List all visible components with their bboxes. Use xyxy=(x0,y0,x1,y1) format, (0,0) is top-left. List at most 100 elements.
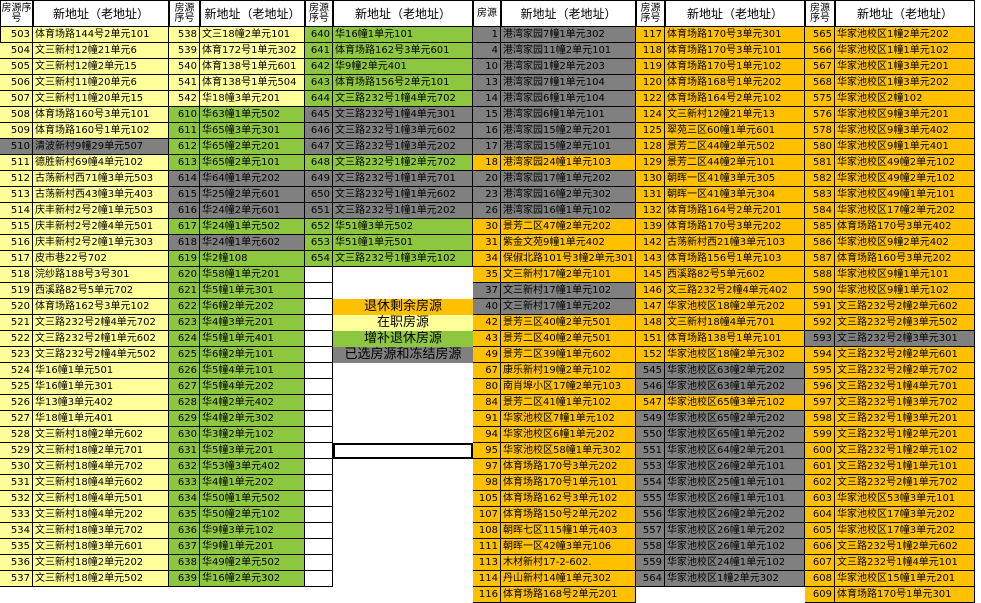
address-cell[interactable]: 体育场路170号3单元202 xyxy=(501,459,636,475)
room-number-cell[interactable]: 608 xyxy=(805,571,835,587)
address-cell[interactable]: 华家池校区1幢2单元302 xyxy=(665,571,805,587)
room-number-cell[interactable]: 559 xyxy=(636,555,665,571)
address-cell[interactable]: 体育场路162号3单元102 xyxy=(33,299,169,315)
address-cell[interactable]: 文三路232号1幢1单元202 xyxy=(333,203,473,219)
room-number-cell[interactable]: 531 xyxy=(0,475,33,491)
room-number-cell[interactable]: 148 xyxy=(636,315,665,331)
room-number-cell[interactable]: 118 xyxy=(636,43,665,59)
address-cell[interactable]: 文三新村18幢3单元702 xyxy=(33,523,169,539)
address-cell[interactable]: 华家池校区18幢2单元302 xyxy=(665,347,805,363)
address-cell[interactable]: 华3幢2单元102 xyxy=(200,427,305,443)
address-cell[interactable]: 文三路232号2幢2单元602 xyxy=(835,299,975,315)
address-cell[interactable]: 西溪路82号5单元602 xyxy=(665,267,805,283)
address-cell[interactable]: 华5幢4单元202 xyxy=(200,379,305,395)
room-number-cell[interactable]: 626 xyxy=(169,363,200,379)
room-number-cell[interactable]: 139 xyxy=(636,219,665,235)
room-number-cell[interactable]: 119 xyxy=(636,59,665,75)
room-number-cell[interactable]: 639 xyxy=(169,571,200,587)
room-number-cell[interactable]: 535 xyxy=(0,539,33,555)
empty-cell[interactable] xyxy=(305,331,333,347)
room-number-cell[interactable]: 146 xyxy=(636,283,665,299)
address-cell[interactable]: 朝晖一区41幢3单元305 xyxy=(665,171,805,187)
address-cell[interactable]: 文三路232号2幢1单元702 xyxy=(835,475,975,491)
address-cell[interactable]: 景芳二区44幢2单元101 xyxy=(665,155,805,171)
room-number-cell[interactable]: 26 xyxy=(473,203,501,219)
address-cell[interactable]: 体育场路160号3单元101 xyxy=(33,107,169,123)
address-cell[interactable]: 华家池校区26幢1单元202 xyxy=(665,523,805,539)
room-number-cell[interactable]: 578 xyxy=(805,123,835,139)
address-cell[interactable]: 体育172号1单元302 xyxy=(200,43,305,59)
room-number-cell[interactable]: 622 xyxy=(169,299,200,315)
address-cell[interactable]: 文三路232号2幢3单元301 xyxy=(835,331,975,347)
address-cell[interactable]: 文三新村18幢3单元601 xyxy=(33,539,169,555)
address-cell[interactable]: 清波新村9幢29单元507 xyxy=(33,139,169,155)
room-number-cell[interactable]: 646 xyxy=(305,123,333,139)
address-cell[interactable]: 华家池校区17幢3单元202 xyxy=(835,523,975,539)
address-cell[interactable]: 文三新村17幢1单元202 xyxy=(501,299,636,315)
room-number-cell[interactable]: 619 xyxy=(169,251,200,267)
empty-cell[interactable] xyxy=(305,443,333,459)
room-number-cell[interactable]: 631 xyxy=(169,443,200,459)
room-number-cell[interactable]: 637 xyxy=(169,539,200,555)
address-cell[interactable]: 文三新村18幢4单元702 xyxy=(33,459,169,475)
room-number-cell[interactable]: 567 xyxy=(805,59,835,75)
room-number-cell[interactable]: 568 xyxy=(805,75,835,91)
address-cell[interactable]: 体育场路170号1单元102 xyxy=(665,59,805,75)
address-cell[interactable]: 德胜新村69幢4单元102 xyxy=(33,155,169,171)
address-cell[interactable]: 华49幢2单元502 xyxy=(200,555,305,571)
room-number-cell[interactable]: 651 xyxy=(305,203,333,219)
address-cell[interactable]: 体育场路160号3单元202 xyxy=(835,251,975,267)
address-cell[interactable]: 文三路232号1幢4单元301 xyxy=(333,107,473,123)
address-cell[interactable]: 木材新村17-2-602. xyxy=(501,555,636,571)
room-number-cell[interactable]: 627 xyxy=(169,379,200,395)
address-cell[interactable]: 体育场路168号2单元201 xyxy=(501,587,636,603)
address-cell[interactable]: 华5幢1单元301 xyxy=(200,283,305,299)
room-number-cell[interactable]: 600 xyxy=(805,443,835,459)
room-number-cell[interactable]: 629 xyxy=(169,411,200,427)
room-number-cell[interactable]: 648 xyxy=(305,155,333,171)
room-number-cell[interactable]: 596 xyxy=(805,379,835,395)
room-number-cell[interactable]: 575 xyxy=(805,91,835,107)
room-number-cell[interactable]: 130 xyxy=(636,171,665,187)
address-cell[interactable]: 保俶北路101号3幢2单元301 xyxy=(501,251,636,267)
address-cell[interactable]: 华家池校区26幢1单元102 xyxy=(665,539,805,555)
address-cell[interactable]: 华4幢1单元202 xyxy=(200,475,305,491)
address-cell[interactable]: 景芳二区41幢1单元102 xyxy=(501,395,636,411)
address-cell[interactable]: 华家池校区2幢102 xyxy=(835,91,975,107)
room-number-cell[interactable]: 650 xyxy=(305,187,333,203)
room-number-cell[interactable]: 10 xyxy=(473,59,501,75)
address-cell[interactable]: 文三新村18幢4单元701 xyxy=(665,315,805,331)
room-number-cell[interactable]: 558 xyxy=(636,539,665,555)
address-cell[interactable]: 华家池校区65幢2单元202 xyxy=(665,411,805,427)
address-cell[interactable]: 华家池校区64幢2单元201 xyxy=(665,443,805,459)
address-cell[interactable]: 体育场路164号2单元102 xyxy=(665,91,805,107)
address-cell[interactable]: 体育场路170号1单元301 xyxy=(835,587,975,603)
room-number-cell[interactable]: 49 xyxy=(473,347,501,363)
address-cell[interactable]: 体育场路170号3单元301 xyxy=(665,27,805,43)
room-number-cell[interactable]: 20 xyxy=(473,171,501,187)
address-cell[interactable]: 华24幢2单元601 xyxy=(200,203,305,219)
room-number-cell[interactable]: 105 xyxy=(473,491,501,507)
room-number-cell[interactable]: 95 xyxy=(473,443,501,459)
address-cell[interactable]: 文三路232号2幢4单元702 xyxy=(33,315,169,331)
empty-cell[interactable] xyxy=(305,523,333,539)
room-number-cell[interactable]: 604 xyxy=(805,507,835,523)
room-number-cell[interactable]: 638 xyxy=(169,555,200,571)
address-cell[interactable]: 景芳二区40幢2单元501 xyxy=(501,331,636,347)
room-number-cell[interactable]: 649 xyxy=(305,171,333,187)
room-number-cell[interactable]: 605 xyxy=(805,523,835,539)
address-cell[interactable]: 华16幢1单元301 xyxy=(33,379,169,395)
address-cell[interactable]: 朝晖一区41幢3单元304 xyxy=(665,187,805,203)
room-number-cell[interactable]: 108 xyxy=(473,523,501,539)
room-number-cell[interactable]: 557 xyxy=(636,523,665,539)
room-number-cell[interactable]: 125 xyxy=(636,123,665,139)
address-cell[interactable]: 文三路232号1幢3单元202 xyxy=(333,139,473,155)
room-number-cell[interactable]: 94 xyxy=(473,427,501,443)
room-number-cell[interactable]: 15 xyxy=(473,107,501,123)
room-number-cell[interactable]: 598 xyxy=(805,411,835,427)
address-cell[interactable]: 文三路232号1幢3单元102 xyxy=(333,251,473,267)
room-number-cell[interactable]: 4 xyxy=(473,43,501,59)
room-number-cell[interactable]: 640 xyxy=(305,27,333,43)
address-cell[interactable]: 体育场路156号2单元101 xyxy=(333,75,473,91)
room-number-cell[interactable]: 599 xyxy=(805,427,835,443)
